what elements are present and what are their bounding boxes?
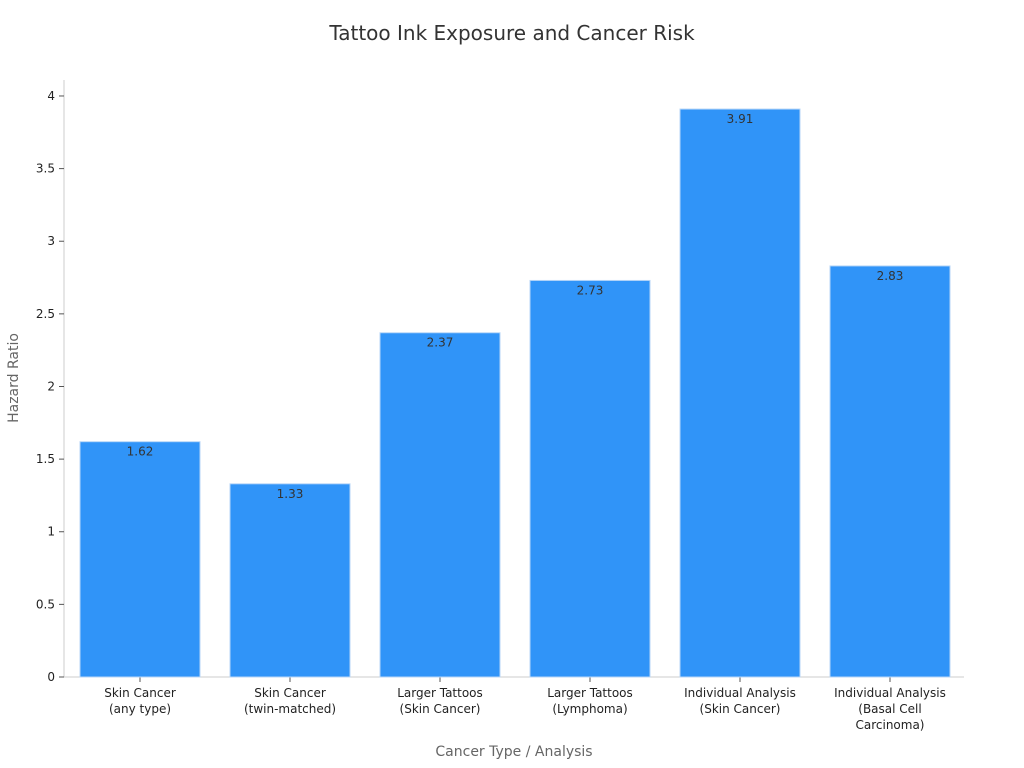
x-tick-label-line: Individual Analysis [684,686,796,700]
bar-value-label: 1.62 [127,445,154,459]
x-axis: Skin Cancer (any type) Skin Cancer (twin-ma… [64,676,964,732]
bar-value-label: 2.37 [427,336,454,350]
x-tick-label-line: (Skin Cancer) [700,702,781,716]
x-tick-label: Individual Analysis (Basal Cell Carcinoma) [834,686,946,732]
bar [679,108,801,678]
x-tick-label-line: (twin-matched) [244,702,336,716]
bars [79,108,951,678]
x-tick-label-line: Larger Tattoos [397,686,483,700]
y-axis-label: Hazard Ratio [6,333,22,423]
x-tick-label-line: Skin Cancer [254,686,326,700]
bar-value-label: 1.33 [277,487,304,501]
y-tick-label: 0.5 [36,597,55,611]
x-tick-label: Individual Analysis (Skin Cancer) [684,686,796,716]
x-tick-label-line: (Basal Cell [858,702,921,716]
y-tick-label: 1 [47,525,55,539]
y-tick-label: 1.5 [36,452,55,466]
x-tick-label-line: Individual Analysis [834,686,946,700]
x-tick-label: Larger Tattoos (Lymphoma) [547,686,633,716]
bar [79,441,201,678]
y-tick-label: 4 [47,89,55,103]
bar-value-label: 3.91 [727,112,754,126]
x-tick-label-line: Skin Cancer [104,686,176,700]
y-ticks: 0 0.5 1 1.5 2 2.5 3 3.5 4 [36,89,64,684]
bar-value-label: 2.73 [577,283,604,297]
y-tick-label: 2 [47,379,55,393]
y-axis: 0 0.5 1 1.5 2 2.5 3 3.5 4 [36,80,65,684]
x-tick-label-line: (Lymphoma) [552,702,627,716]
y-tick-label: 3 [47,234,55,248]
y-tick-label: 0 [47,670,55,684]
bar [829,265,951,678]
x-tick-label: Skin Cancer (twin-matched) [244,686,336,716]
bar [379,332,501,678]
x-tick-label: Larger Tattoos (Skin Cancer) [397,686,483,716]
x-tick-label-line: (Skin Cancer) [400,702,481,716]
x-tick-label-line: Larger Tattoos [547,686,633,700]
x-tick-label-line: (any type) [109,702,171,716]
x-axis-label: Cancer Type / Analysis [435,744,592,760]
y-tick-label: 2.5 [36,307,55,321]
x-tick-label: Skin Cancer (any type) [104,686,176,716]
bar [529,279,651,678]
bar [229,483,351,678]
chart-title: Tattoo Ink Exposure and Cancer Risk [328,21,695,45]
bar-labels: 1.62 1.33 2.37 2.73 3.91 2.83 [127,112,904,501]
y-tick-label: 3.5 [36,162,55,176]
bar-value-label: 2.83 [877,269,904,283]
x-tick-label-line: Carcinoma) [855,718,924,732]
x-ticks: Skin Cancer (any type) Skin Cancer (twin-ma… [104,677,946,732]
